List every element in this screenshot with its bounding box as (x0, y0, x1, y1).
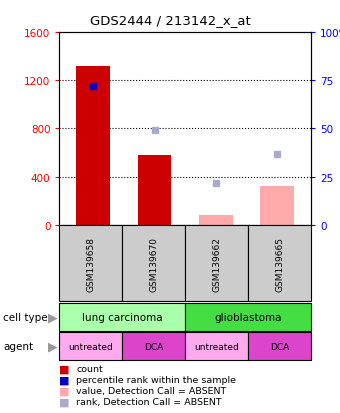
Bar (138, 155, 171, 225)
Bar (122, 332, 185, 361)
Bar (185, 332, 248, 361)
Text: ▶: ▶ (48, 311, 57, 324)
Text: untreated: untreated (69, 342, 113, 351)
Text: GSM139662: GSM139662 (212, 236, 221, 291)
Bar (248, 332, 311, 361)
Text: rank, Detection Call = ABSENT: rank, Detection Call = ABSENT (76, 397, 222, 406)
Bar (260, 187, 294, 225)
Text: untreated: untreated (194, 342, 239, 351)
Bar (59, 304, 185, 332)
Bar (248, 226, 311, 301)
Bar (185, 304, 311, 332)
Text: cell type: cell type (3, 313, 48, 323)
Bar (59, 226, 122, 301)
Text: GSM139658: GSM139658 (86, 236, 96, 291)
Text: ■: ■ (59, 363, 70, 373)
Text: ■: ■ (59, 397, 70, 407)
Text: agent: agent (3, 342, 34, 351)
Bar (185, 226, 248, 301)
Text: DCA: DCA (144, 342, 164, 351)
Bar (76, 66, 110, 225)
Text: DCA: DCA (270, 342, 289, 351)
Text: ■: ■ (59, 375, 70, 385)
Text: glioblastoma: glioblastoma (215, 313, 282, 323)
Text: ▶: ▶ (48, 340, 57, 353)
Bar (122, 226, 185, 301)
Bar (199, 216, 233, 225)
Bar (59, 332, 122, 361)
Text: lung carcinoma: lung carcinoma (82, 313, 163, 323)
Text: GDS2444 / 213142_x_at: GDS2444 / 213142_x_at (90, 14, 250, 27)
Text: percentile rank within the sample: percentile rank within the sample (76, 375, 237, 384)
Text: GSM139665: GSM139665 (275, 236, 284, 291)
Text: ■: ■ (59, 386, 70, 396)
Text: GSM139670: GSM139670 (149, 236, 158, 291)
Text: count: count (76, 364, 103, 373)
Text: value, Detection Call = ABSENT: value, Detection Call = ABSENT (76, 386, 227, 395)
